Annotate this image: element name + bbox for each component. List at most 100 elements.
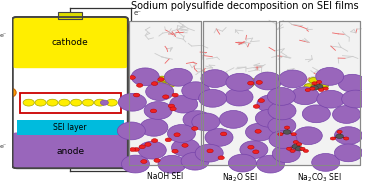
Ellipse shape	[279, 70, 307, 88]
Ellipse shape	[145, 143, 151, 146]
Ellipse shape	[150, 109, 156, 113]
Ellipse shape	[333, 106, 361, 123]
Ellipse shape	[106, 99, 117, 106]
Ellipse shape	[292, 144, 300, 149]
Ellipse shape	[256, 81, 262, 84]
Ellipse shape	[315, 84, 323, 89]
Ellipse shape	[154, 158, 160, 162]
Ellipse shape	[207, 149, 213, 153]
Ellipse shape	[160, 82, 170, 88]
Ellipse shape	[225, 88, 253, 106]
Ellipse shape	[254, 72, 282, 90]
Ellipse shape	[246, 123, 274, 141]
Ellipse shape	[319, 89, 324, 92]
FancyBboxPatch shape	[12, 17, 128, 168]
Ellipse shape	[165, 138, 172, 142]
Ellipse shape	[220, 132, 227, 136]
Ellipse shape	[291, 87, 319, 105]
Ellipse shape	[253, 105, 260, 108]
Ellipse shape	[170, 107, 176, 111]
Ellipse shape	[248, 81, 254, 85]
Text: SEI layer: SEI layer	[53, 123, 87, 132]
Text: anode: anode	[56, 147, 84, 156]
Ellipse shape	[246, 78, 256, 84]
Bar	[20, 93, 121, 113]
Ellipse shape	[198, 89, 226, 107]
Ellipse shape	[172, 139, 200, 157]
Ellipse shape	[316, 78, 325, 83]
Ellipse shape	[272, 145, 300, 163]
Ellipse shape	[129, 148, 136, 151]
Ellipse shape	[166, 81, 175, 87]
Text: e⁻: e⁻	[0, 145, 6, 150]
Ellipse shape	[35, 99, 46, 106]
Text: e⁻: e⁻	[0, 33, 6, 38]
Ellipse shape	[140, 118, 168, 136]
Ellipse shape	[294, 127, 322, 145]
Bar	[17, 120, 124, 134]
Text: e⁻: e⁻	[134, 10, 142, 16]
Ellipse shape	[317, 90, 345, 108]
Ellipse shape	[291, 133, 296, 136]
Ellipse shape	[146, 83, 174, 101]
Text: Sodium polysulfide decomposition on SEI films: Sodium polysulfide decomposition on SEI …	[130, 1, 358, 11]
Ellipse shape	[118, 93, 146, 111]
Ellipse shape	[163, 95, 169, 99]
Ellipse shape	[310, 87, 315, 90]
Ellipse shape	[172, 149, 178, 153]
Bar	[129, 21, 201, 165]
Ellipse shape	[164, 77, 174, 83]
Bar	[129, 21, 201, 165]
Ellipse shape	[144, 102, 172, 119]
Bar	[59, 12, 82, 19]
Bar	[279, 21, 360, 165]
Ellipse shape	[152, 139, 158, 142]
Ellipse shape	[237, 83, 247, 89]
Ellipse shape	[59, 99, 70, 106]
Ellipse shape	[192, 113, 220, 131]
Ellipse shape	[220, 110, 248, 128]
Text: Na$_2$O SEI: Na$_2$O SEI	[222, 172, 257, 184]
Ellipse shape	[94, 99, 105, 106]
Ellipse shape	[295, 147, 303, 151]
Ellipse shape	[312, 82, 317, 85]
Ellipse shape	[158, 78, 164, 81]
Ellipse shape	[293, 141, 299, 144]
Ellipse shape	[319, 81, 329, 87]
Ellipse shape	[330, 137, 336, 140]
Ellipse shape	[246, 80, 256, 86]
Ellipse shape	[205, 129, 233, 146]
Ellipse shape	[336, 134, 344, 139]
Ellipse shape	[316, 80, 322, 84]
Ellipse shape	[226, 73, 254, 91]
Ellipse shape	[139, 145, 146, 149]
Ellipse shape	[158, 155, 186, 173]
Ellipse shape	[303, 149, 308, 153]
Ellipse shape	[170, 95, 198, 113]
Ellipse shape	[267, 88, 295, 105]
Ellipse shape	[278, 133, 283, 136]
Ellipse shape	[2, 88, 16, 98]
Ellipse shape	[136, 84, 143, 87]
Ellipse shape	[323, 87, 328, 90]
Ellipse shape	[311, 86, 318, 90]
Ellipse shape	[240, 141, 268, 158]
Ellipse shape	[335, 144, 363, 162]
Ellipse shape	[152, 82, 162, 88]
Ellipse shape	[157, 76, 167, 82]
FancyBboxPatch shape	[12, 132, 128, 168]
Ellipse shape	[71, 99, 82, 106]
Ellipse shape	[256, 109, 284, 127]
Ellipse shape	[300, 147, 305, 150]
Ellipse shape	[248, 145, 254, 149]
Ellipse shape	[316, 68, 344, 85]
Ellipse shape	[344, 137, 349, 140]
Ellipse shape	[257, 95, 285, 113]
Ellipse shape	[138, 141, 166, 159]
Ellipse shape	[131, 68, 159, 86]
Ellipse shape	[304, 84, 314, 89]
Bar	[203, 21, 276, 165]
Ellipse shape	[342, 90, 370, 108]
Ellipse shape	[228, 154, 256, 172]
Ellipse shape	[168, 79, 178, 85]
